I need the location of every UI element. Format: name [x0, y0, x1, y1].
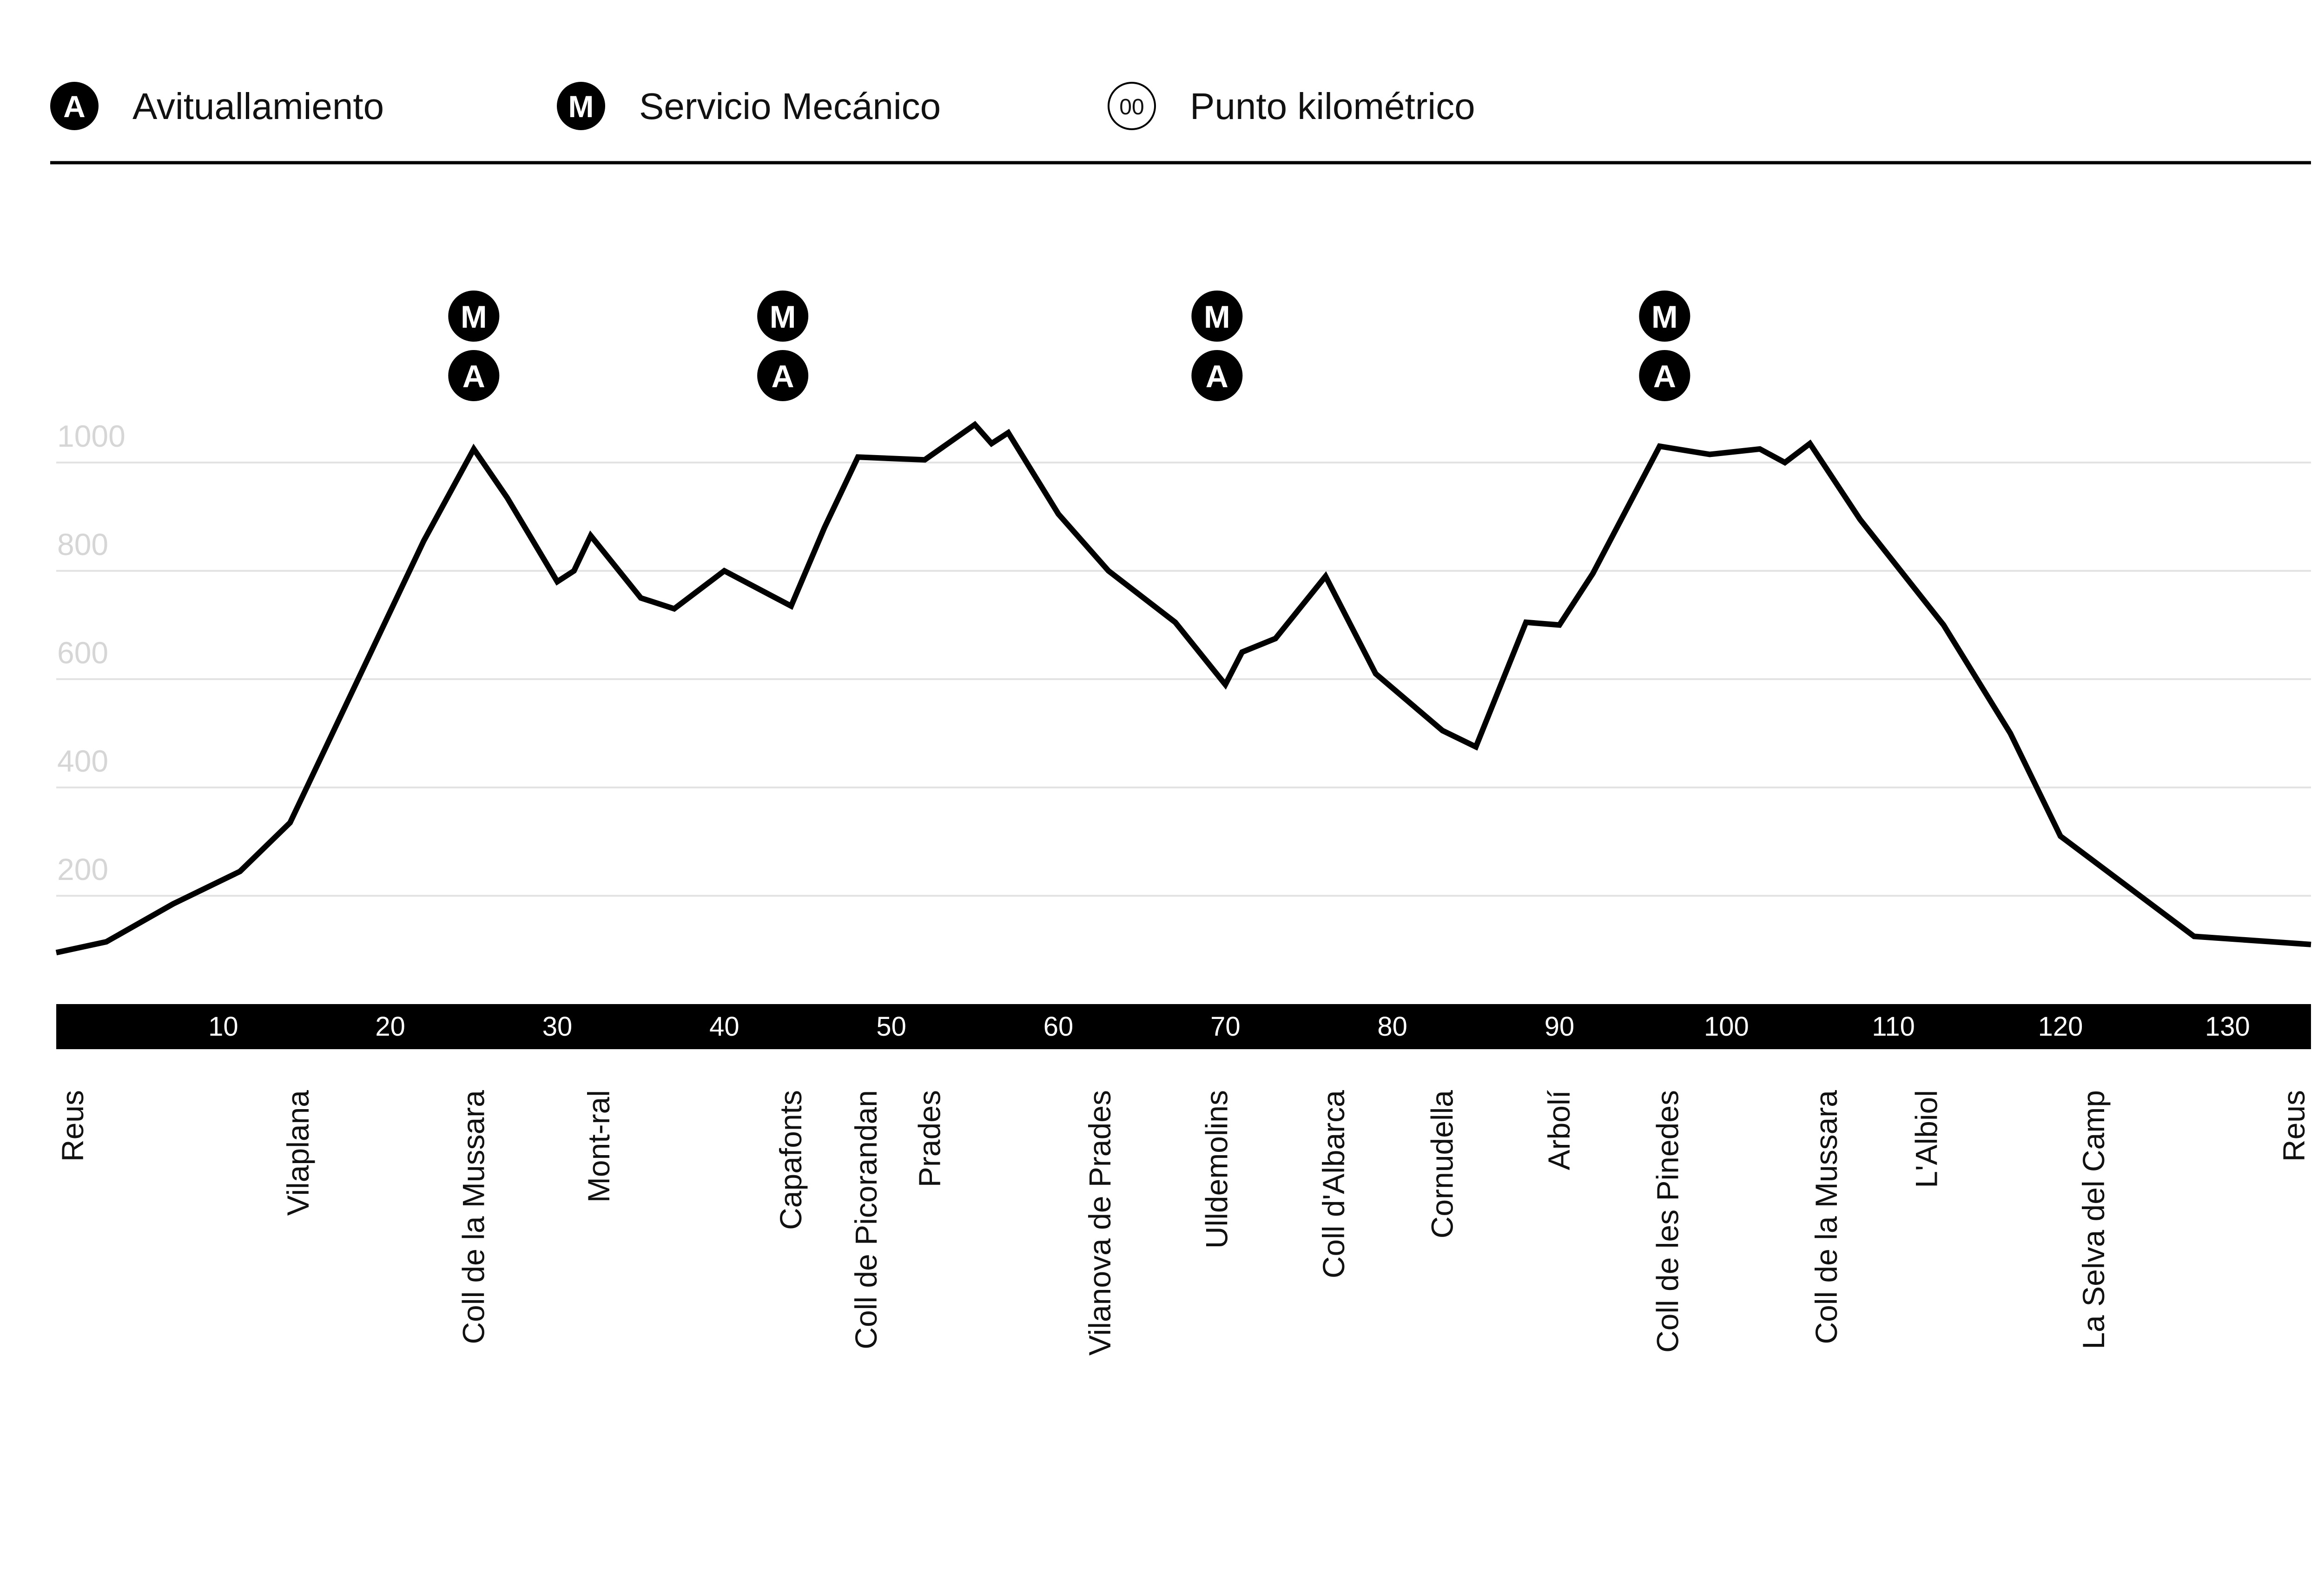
x-tick-label: 110 [1872, 1012, 1915, 1042]
y-tick-label: 600 [57, 635, 108, 670]
place-label: Coll de la Mussara [456, 1090, 490, 1344]
place-label: Vilanova de Prades [1083, 1090, 1117, 1356]
place-label: Capafonts [773, 1090, 808, 1230]
x-axis-ticks: 10 20 30 40 50 60 70 80 90 100 110 120 130 [208, 1012, 2250, 1042]
mechanic-service-icon [757, 291, 809, 342]
x-tick-label: 20 [375, 1012, 405, 1042]
x-tick-label: 30 [542, 1012, 573, 1042]
grid [56, 462, 2311, 897]
aid-station-icon [1639, 350, 1690, 401]
aid-station-icon [1191, 350, 1243, 401]
mechanic-service-icon [1639, 291, 1690, 342]
x-tick-label: 100 [1704, 1012, 1749, 1042]
x-tick-label: 50 [876, 1012, 906, 1042]
place-labels: Reus Vilaplana Coll de la Mussara Mont-ral C… [55, 1090, 2311, 1356]
mechanic-service-icon [1191, 291, 1243, 342]
place-label: Coll d'Albarca [1316, 1090, 1351, 1278]
y-tick-label: 200 [57, 852, 108, 886]
place-label: Arbolí [1542, 1090, 1576, 1170]
legend-label: Punto kilométrico [1190, 86, 1475, 127]
elevation-profile-line [55, 421, 2311, 956]
aid-station-icon [50, 82, 99, 130]
x-tick-label: 70 [1210, 1012, 1241, 1042]
badge-letter: M [461, 299, 487, 335]
aid-station-icon [757, 350, 809, 401]
legend-item: M Servicio Mecánico [557, 82, 941, 130]
service-point: MA [448, 291, 500, 401]
legend-item: A Avituallamiento [50, 82, 384, 130]
mechanic-service-icon [557, 82, 605, 130]
legend-item: 00 Punto kilométrico [1108, 82, 1475, 130]
legend-badge-letter: M [568, 89, 594, 124]
place-label: Prades [912, 1090, 946, 1187]
place-label: Coll de Picorandan [849, 1090, 883, 1349]
x-tick-label: 130 [2205, 1012, 2250, 1042]
badge-letter: M [1204, 299, 1230, 335]
mechanic-service-icon [448, 291, 500, 342]
y-tick-label: 1000 [57, 419, 125, 453]
legend-badge-letter: 00 [1119, 95, 1144, 119]
x-tick-label: 10 [208, 1012, 238, 1042]
legend-label: Servicio Mecánico [639, 86, 941, 127]
badge-letter: A [772, 359, 794, 394]
x-tick-label: 90 [1545, 1012, 1575, 1042]
badge-letter: A [1206, 359, 1228, 394]
service-point: MA [1191, 291, 1243, 401]
x-tick-label: 80 [1377, 1012, 1407, 1042]
place-label: L'Albiol [1909, 1090, 1944, 1188]
badge-letter: M [1651, 299, 1678, 335]
place-label: Vilaplana [281, 1090, 315, 1216]
x-tick-label: 60 [1043, 1012, 1074, 1042]
place-label: Coll de la Mussara [1809, 1090, 1843, 1344]
place-label: Ulldemolins [1199, 1090, 1234, 1249]
x-tick-label: 40 [709, 1012, 739, 1042]
place-label: Mont-ral [581, 1090, 616, 1203]
km-axis-bar [56, 1004, 2311, 1049]
place-label: Reus [2277, 1090, 2311, 1162]
badge-letter: A [462, 359, 485, 394]
legend: A Avituallamiento M Servicio Mecánico 00 Punt… [50, 82, 1475, 130]
y-tick-label: 400 [57, 744, 108, 778]
legend-badge-letter: A [63, 89, 86, 124]
badge-letter: M [770, 299, 796, 335]
legend-label: Avituallamiento [132, 86, 384, 127]
place-label: La Selva del Camp [2076, 1090, 2111, 1349]
place-label: Reus [55, 1090, 90, 1162]
place-label: Coll de les Pinedes [1651, 1090, 1685, 1353]
aid-station-icon [448, 350, 500, 401]
km-marker-icon [1108, 82, 1156, 130]
y-tick-label: 800 [57, 527, 108, 562]
x-tick-label: 120 [2038, 1012, 2083, 1042]
service-point: MA [1639, 291, 1690, 401]
place-label: Cornudella [1425, 1090, 1459, 1238]
y-axis-ticks: 200 400 600 800 1000 [57, 419, 125, 886]
badge-letter: A [1653, 359, 1676, 394]
service-point: MA [757, 291, 809, 401]
